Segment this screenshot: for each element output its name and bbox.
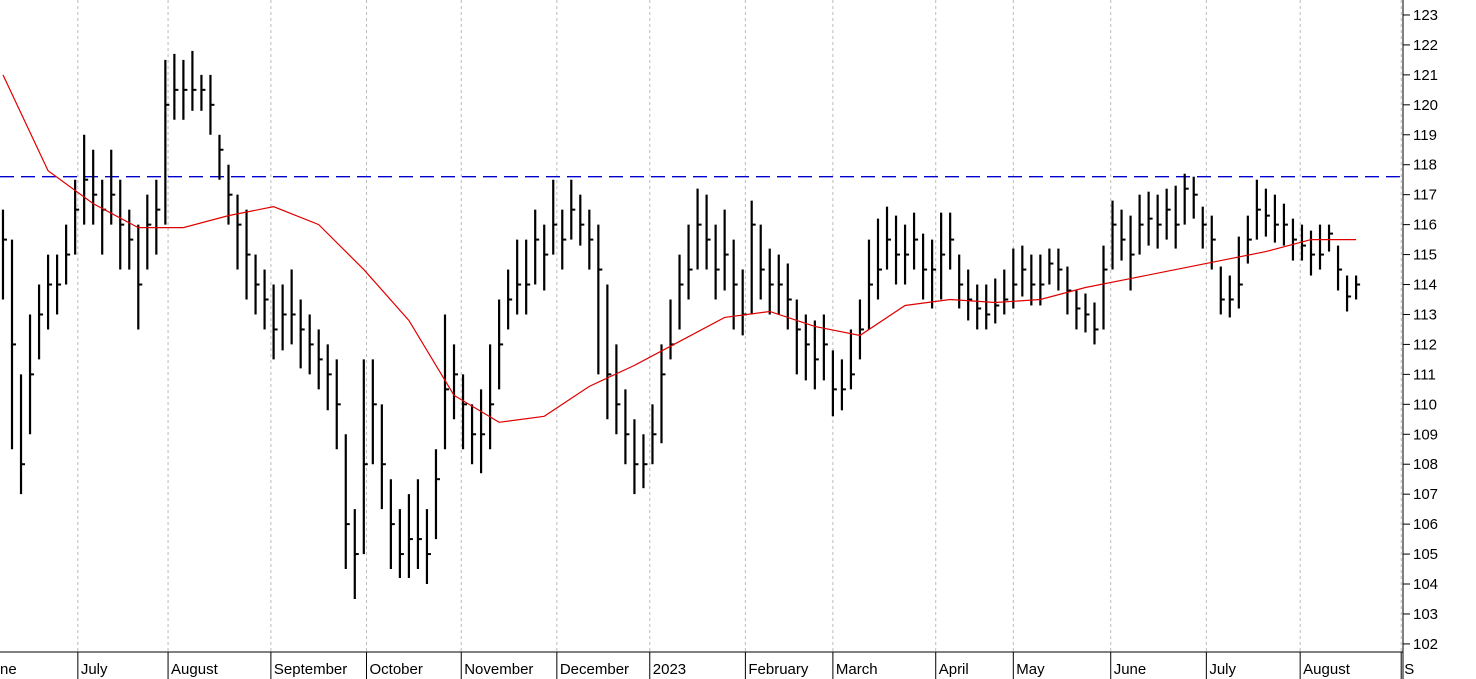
x-tick-label: December (560, 661, 629, 678)
x-tick-label: October (370, 661, 423, 678)
x-tick-label: June (1114, 661, 1147, 678)
y-tick-label: 117 (1413, 187, 1437, 204)
x-tick-label: July (1209, 661, 1236, 678)
y-tick-label: 102 (1413, 636, 1438, 653)
y-tick-label: 104 (1413, 576, 1438, 593)
y-tick-label: 118 (1413, 157, 1437, 174)
y-tick-label: 109 (1413, 426, 1438, 443)
y-tick-label: 121 (1413, 67, 1438, 84)
x-tick-label: September (274, 661, 347, 678)
x-tick-label: ne (0, 661, 17, 678)
y-tick-label: 111 (1413, 366, 1436, 383)
x-tick-label: 2023 (653, 661, 686, 678)
y-tick-label: 103 (1413, 606, 1438, 623)
x-tick-label: August (1303, 661, 1351, 678)
x-tick-label: March (836, 661, 878, 678)
y-tick-label: 123 (1413, 7, 1438, 24)
y-tick-label: 110 (1413, 396, 1437, 413)
y-tick-label: 112 (1413, 336, 1437, 353)
y-tick-label: 120 (1413, 97, 1438, 114)
plot-area (0, 0, 1403, 652)
y-tick-label: 122 (1413, 37, 1438, 54)
y-tick-label: 116 (1413, 217, 1437, 234)
moving-average (2, 74, 1357, 423)
y-tick-label: 107 (1413, 486, 1438, 503)
x-tick-label: May (1016, 661, 1045, 678)
y-tick-label: 106 (1413, 516, 1438, 533)
x-tick-label: April (939, 661, 969, 678)
y-tick-label: 115 (1413, 247, 1437, 264)
y-tick-label: 114 (1413, 277, 1437, 294)
x-tick-label: S (1404, 661, 1414, 678)
y-tick-label: 113 (1413, 306, 1437, 323)
x-tick-label: July (81, 661, 108, 678)
y-tick-label: 105 (1413, 546, 1438, 563)
x-tick-label: November (464, 661, 533, 678)
x-tick-label: February (748, 661, 809, 678)
y-tick-label: 119 (1413, 127, 1437, 144)
x-tick-label: August (171, 661, 219, 678)
y-tick-label: 108 (1413, 456, 1438, 473)
